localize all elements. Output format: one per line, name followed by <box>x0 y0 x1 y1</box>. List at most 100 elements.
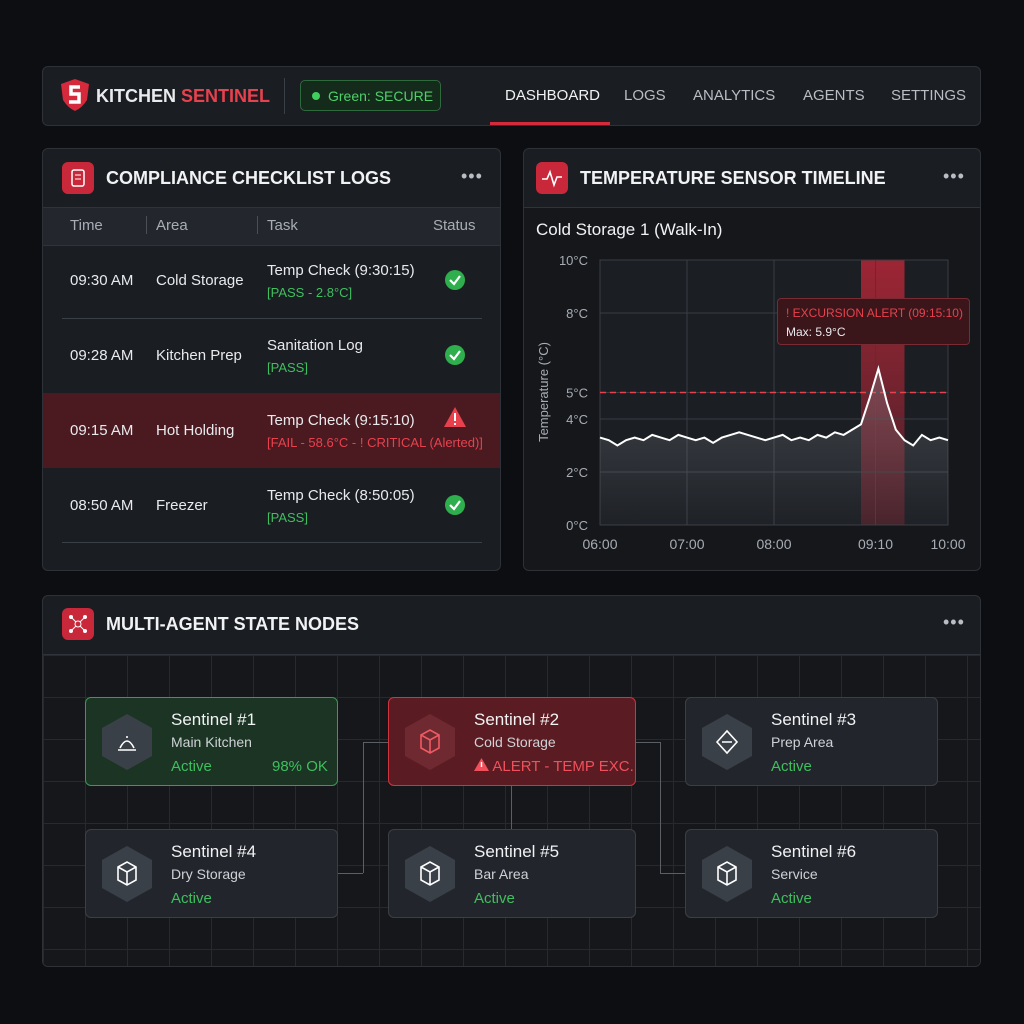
cell-detail: [PASS] <box>267 510 308 525</box>
line <box>599 364 949 447</box>
node-name: Sentinel #6 <box>771 842 857 861</box>
panel-title: TEMPERATURE SENSOR TIMELINE <box>580 168 886 188</box>
node-icon <box>702 714 752 770</box>
node-name: Sentinel #5 <box>474 842 560 861</box>
agent-node[interactable]: Sentinel #5 Bar Area Active <box>388 829 636 918</box>
y-tick-label: 2°C <box>566 465 588 480</box>
menu[interactable]: ••• <box>461 166 483 186</box>
col-sep <box>146 216 147 234</box>
agent-node[interactable]: Sentinel #6 Service Active <box>685 829 938 918</box>
node-area: Dry Storage <box>171 866 246 882</box>
column-header: Task <box>267 217 298 234</box>
node-state: Active <box>171 758 212 775</box>
panel-icon <box>536 162 568 194</box>
status-text: Green: SECURE <box>328 88 434 104</box>
annotation-box: ! EXCURSION ALERT (09:15:10) Max: 5.9°C <box>777 298 970 345</box>
logo <box>61 79 89 111</box>
cell: Temp Check (9:15:10) <box>267 412 415 429</box>
node-state: Active <box>771 758 812 775</box>
alert-row <box>43 393 500 468</box>
connector <box>338 873 363 874</box>
node-icon <box>702 846 752 902</box>
panel-title: MULTI-AGENT STATE NODES <box>106 614 359 634</box>
x-tick-label: 08:00 <box>756 536 791 552</box>
node-icon <box>102 846 152 902</box>
status-pill: Green: SECURE <box>300 80 441 111</box>
divider <box>284 78 285 114</box>
connector <box>635 742 660 743</box>
nav-item[interactable]: DASHBOARD <box>505 87 601 104</box>
node-icon <box>405 846 455 902</box>
annotation-title: ! EXCURSION ALERT (09:15:10) <box>786 306 963 320</box>
cell: 09:15 AM <box>70 422 134 439</box>
node-note: 98% OK <box>272 758 328 775</box>
node-area: Service <box>771 866 818 882</box>
node-area: Bar Area <box>474 866 529 882</box>
nav-item[interactable]: LOGS <box>624 87 666 104</box>
cell: 08:50 AM <box>70 497 134 514</box>
node-state: Active <box>474 890 515 907</box>
nav-item[interactable]: AGENTS <box>803 87 865 104</box>
area-fill <box>600 368 948 525</box>
x-tick-label: 09:10 <box>858 536 893 552</box>
connector <box>363 742 388 743</box>
node-icon <box>102 714 152 770</box>
pass-icon <box>445 270 465 290</box>
alert-icon <box>474 758 489 771</box>
column-header: Area <box>156 217 188 234</box>
cell: Hot Holding <box>156 422 235 439</box>
cell: Cold Storage <box>156 272 244 289</box>
column-header: Time <box>70 217 103 234</box>
annotation-text: Max: 5.9°C <box>786 325 846 339</box>
cell: 09:30 AM <box>70 272 134 289</box>
cell: 09:28 AM <box>70 347 134 364</box>
cell: Temp Check (9:30:15) <box>267 262 415 279</box>
node-area: Prep Area <box>771 734 834 750</box>
chart-subtitle: Cold Storage 1 (Walk-In) <box>536 220 723 239</box>
nav-item[interactable]: ANALYTICS <box>693 87 776 104</box>
panel-icon <box>62 608 94 640</box>
agent-node[interactable]: Sentinel #2 Cold Storage ALERT - TEMP EX… <box>388 697 636 786</box>
y-tick-label: 0°C <box>566 518 588 533</box>
y-tick-label: 10°C <box>559 253 588 268</box>
agent-node[interactable]: Sentinel #3 Prep Area Active <box>685 697 938 786</box>
panel-icon <box>62 162 94 194</box>
x-tick-label: 07:00 <box>669 536 704 552</box>
y-axis-label: Temperature (°C) <box>536 342 551 442</box>
x-tick-label: 10:00 <box>930 536 965 552</box>
node-name: Sentinel #1 <box>171 710 257 729</box>
brand-a: KITCHEN <box>96 86 176 106</box>
table-header <box>43 207 500 246</box>
pass-icon <box>445 495 465 515</box>
annotation-title-text: EXCURSION ALERT (09:15:10) <box>792 306 963 320</box>
node-area: Cold Storage <box>474 734 556 750</box>
node-state-row: ALERT - TEMP EXC. <box>474 758 634 775</box>
panel-title: COMPLIANCE CHECKLIST LOGS <box>106 168 392 188</box>
nav-item[interactable]: SETTINGS <box>891 87 967 104</box>
connector <box>511 786 512 829</box>
cell-detail: [PASS] <box>267 360 308 375</box>
menu[interactable]: ••• <box>943 612 965 632</box>
node-icon <box>405 714 455 770</box>
cell: Temp Check (8:50:05) <box>267 487 415 504</box>
row-line <box>62 318 482 319</box>
y-tick-label: 5°C <box>566 386 588 401</box>
status-dot <box>312 92 320 100</box>
top-bar <box>42 66 981 126</box>
agent-node[interactable]: Sentinel #4 Dry Storage Active <box>85 829 338 918</box>
menu[interactable]: ••• <box>943 166 965 186</box>
column-header: Status <box>433 217 476 234</box>
row-line <box>62 542 482 543</box>
brand-b: SENTINEL <box>181 86 271 106</box>
node-name: Sentinel #3 <box>771 710 857 729</box>
node-state: ALERT - TEMP EXC. <box>492 758 634 775</box>
agent-node[interactable]: Sentinel #1 Main Kitchen Active 98% OK <box>85 697 338 786</box>
connector <box>660 873 685 874</box>
cell: Freezer <box>156 497 208 514</box>
cell-detail: [PASS - 2.8°C] <box>267 285 353 300</box>
chart: Temperature (°C) 0°C 2°C 4°C 5°C 8°C 10°C 06:0… <box>536 253 966 552</box>
checklist-panel <box>42 148 501 571</box>
col-sep <box>257 216 258 234</box>
x-tick-label: 06:00 <box>582 536 617 552</box>
